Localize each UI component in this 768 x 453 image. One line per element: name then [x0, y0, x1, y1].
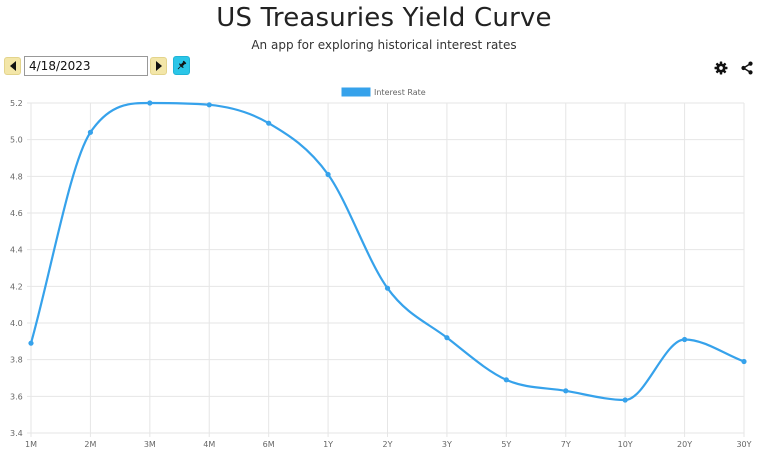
- legend-swatch[interactable]: [341, 87, 371, 97]
- data-point-10Y[interactable]: [622, 397, 628, 403]
- data-point-1Y[interactable]: [325, 171, 331, 178]
- series-points: [28, 100, 747, 403]
- y-tick-label: 3.4: [10, 429, 23, 438]
- data-point-3M[interactable]: [147, 100, 153, 106]
- data-point-6M[interactable]: [266, 120, 272, 126]
- y-tick-label: 5.0: [10, 136, 23, 145]
- page-subtitle: An app for exploring historical interest…: [251, 38, 517, 52]
- prev-date-button[interactable]: [4, 57, 21, 75]
- y-tick-label: 4.0: [10, 319, 23, 328]
- caret-left-icon: [9, 61, 16, 71]
- y-tick-label: 4.2: [10, 282, 23, 291]
- legend-label[interactable]: Interest Rate: [374, 88, 426, 97]
- page-title: US Treasuries Yield Curve: [216, 3, 552, 33]
- x-tick-label: 3M: [144, 440, 156, 449]
- data-point-7Y[interactable]: [563, 388, 569, 394]
- data-point-3Y[interactable]: [444, 335, 450, 341]
- data-point-4M[interactable]: [206, 102, 212, 108]
- x-tick-label: 4M: [203, 440, 215, 449]
- x-tick-label: 2M: [84, 440, 96, 449]
- y-axis-ticks: 3.4 3.6 3.8 4.0 4.2 4.4 4.6 4.8 5.0 5.2: [10, 99, 23, 438]
- x-tick-label: 5Y: [501, 440, 511, 449]
- data-point-5Y[interactable]: [503, 377, 509, 383]
- date-input[interactable]: [24, 56, 148, 76]
- chart-grid: [27, 102, 745, 437]
- next-date-button[interactable]: [150, 57, 167, 75]
- data-point-1M[interactable]: [28, 340, 34, 346]
- gear-icon: [714, 61, 728, 75]
- data-point-2Y[interactable]: [384, 285, 391, 291]
- y-tick-label: 4.4: [10, 246, 23, 255]
- x-tick-label: 10Y: [618, 440, 633, 449]
- caret-right-icon: [155, 61, 162, 71]
- pin-icon: [177, 60, 187, 70]
- x-tick-label: 1Y: [323, 440, 333, 449]
- x-tick-label: 6M: [263, 440, 275, 449]
- y-tick-label: 3.6: [10, 392, 23, 401]
- yield-curve-chart: Interest Rate 3.4 3.6 3.8 4.0 4.2 4.4 4.6 4.8 5.…: [10, 87, 752, 449]
- x-tick-label: 1M: [25, 440, 37, 449]
- y-tick-label: 3.8: [10, 356, 23, 365]
- x-tick-label: 2Y: [383, 440, 393, 449]
- pin-button[interactable]: [173, 56, 190, 75]
- x-tick-label: 30Y: [736, 440, 751, 449]
- data-point-20Y[interactable]: [681, 336, 688, 343]
- y-tick-label: 4.6: [10, 209, 23, 218]
- chart-legend: Interest Rate: [341, 87, 426, 97]
- data-point-2M[interactable]: [87, 129, 94, 135]
- y-tick-label: 4.8: [10, 172, 23, 181]
- x-tick-label: 7Y: [561, 440, 571, 449]
- x-tick-label: 3Y: [442, 440, 452, 449]
- share-icon: [741, 61, 753, 75]
- y-tick-label: 5.2: [10, 99, 23, 108]
- x-tick-label: 20Y: [677, 440, 692, 449]
- data-point-30Y[interactable]: [741, 358, 747, 365]
- share-button[interactable]: [737, 58, 757, 78]
- settings-button[interactable]: [711, 58, 731, 78]
- x-axis-ticks: 1M 2M 3M 4M 6M 1Y 2Y 3Y 5Y 7Y 10Y 20Y 30Y: [25, 440, 752, 449]
